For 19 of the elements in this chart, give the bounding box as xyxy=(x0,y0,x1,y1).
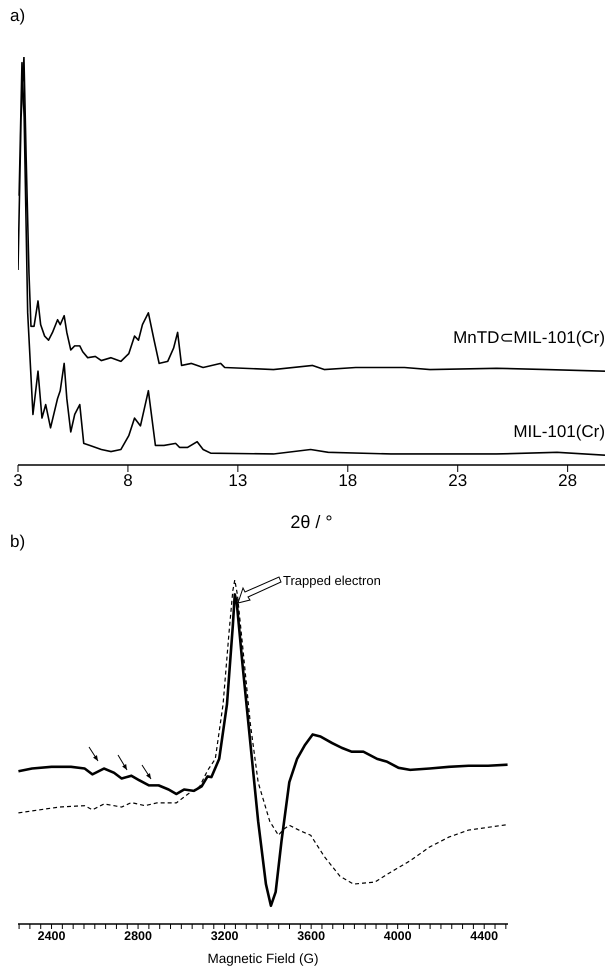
chart-title: a) xyxy=(10,6,26,26)
x-tick-label: 2400 xyxy=(38,928,66,943)
x-tick-label: 23 xyxy=(448,471,468,490)
x-tick-label: 28 xyxy=(558,471,578,490)
x-tick-label: 18 xyxy=(338,471,358,490)
x-tick-label: 4000 xyxy=(384,928,412,943)
annotation: Trapped electron xyxy=(283,573,381,588)
series-label: MnTD⊂MIL-101(Cr) xyxy=(453,328,605,348)
x-tick-label: 3 xyxy=(13,471,23,490)
x-tick-label: 4400 xyxy=(470,928,498,943)
x-tick-label: 8 xyxy=(123,471,133,490)
chart-title: b) xyxy=(10,532,26,552)
series-label: MIL-101(Cr) xyxy=(513,422,605,442)
x-axis-title: Magnetic Field (G) xyxy=(207,951,319,966)
x-tick-label: 3200 xyxy=(210,928,239,943)
x-axis-title: 2θ / ° xyxy=(290,512,333,532)
x-tick-label: 13 xyxy=(228,471,248,490)
x-tick-label: 2800 xyxy=(124,928,152,943)
x-tick-label: 3600 xyxy=(297,928,326,943)
